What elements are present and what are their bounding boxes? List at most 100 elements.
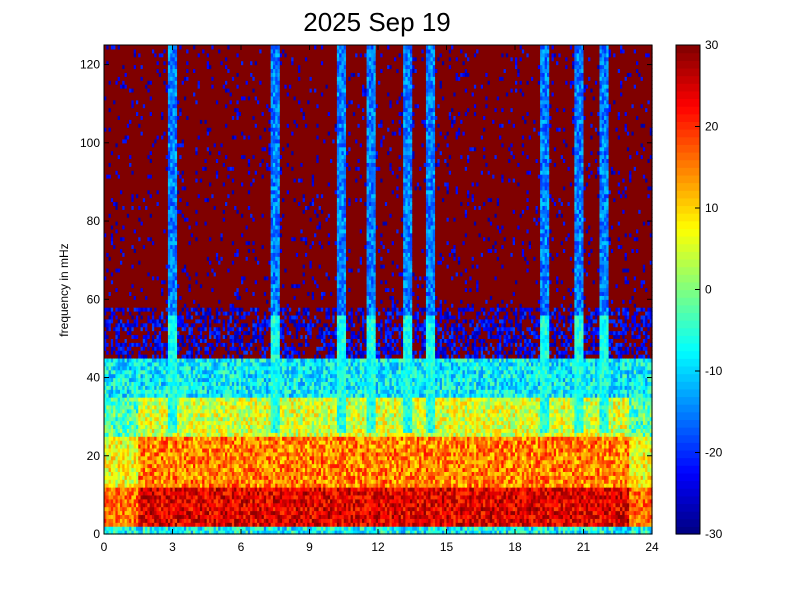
heatmap-cell — [149, 217, 153, 222]
heatmap-cell — [138, 502, 142, 508]
heatmap-cell — [106, 91, 110, 97]
heatmap-cell — [131, 283, 135, 289]
heatmap-cell — [108, 240, 112, 246]
heatmap-cell — [106, 178, 110, 183]
heatmap-cell — [142, 119, 146, 124]
heatmap-cell — [119, 483, 123, 488]
heatmap-cell — [119, 420, 123, 426]
heatmap-cell — [119, 510, 123, 516]
heatmap-cell — [110, 365, 114, 371]
heatmap-cell — [122, 88, 126, 93]
heatmap-cell — [135, 123, 139, 128]
heatmap-cell — [131, 134, 135, 140]
heatmap-cell — [122, 338, 126, 343]
heatmap-cell — [122, 494, 126, 500]
heatmap-cell — [129, 213, 132, 218]
heatmap-cell — [145, 350, 148, 355]
heatmap-cell — [108, 142, 112, 148]
heatmap-cell — [106, 365, 110, 371]
heatmap-cell — [140, 103, 144, 109]
heatmap-cell — [115, 404, 119, 410]
heatmap-cell — [119, 326, 123, 332]
heatmap-cell — [135, 490, 139, 496]
heatmap-cell — [108, 60, 112, 66]
heatmap-cell — [147, 287, 151, 293]
heatmap-cell — [140, 224, 144, 230]
heatmap-cell — [145, 88, 148, 93]
heatmap-cell — [145, 498, 148, 504]
heatmap-cell — [140, 205, 144, 210]
heatmap-cell — [142, 334, 146, 339]
heatmap-cell — [140, 526, 144, 531]
heatmap-cell — [110, 119, 114, 124]
heatmap-cell — [133, 189, 137, 195]
heatmap-cell — [108, 76, 112, 81]
heatmap-cell — [151, 299, 155, 304]
heatmap-cell — [104, 256, 107, 261]
heatmap-cell — [106, 455, 110, 461]
heatmap-cell — [151, 463, 155, 469]
heatmap-cell — [147, 119, 151, 124]
heatmap-cell — [147, 267, 151, 273]
heatmap-cell — [140, 95, 144, 101]
heatmap-cell — [151, 283, 155, 289]
heatmap-cell — [113, 68, 117, 73]
heatmap-cell — [135, 45, 139, 50]
heatmap-cell — [115, 107, 119, 113]
heatmap-cell — [124, 487, 128, 492]
heatmap-cell — [115, 334, 119, 339]
heatmap-cell — [126, 287, 130, 293]
heatmap-cell — [119, 127, 123, 132]
heatmap-cell — [115, 158, 119, 163]
heatmap-cell — [135, 248, 139, 253]
heatmap-cell — [140, 271, 144, 277]
heatmap-cell — [147, 397, 151, 402]
heatmap-cell — [117, 444, 121, 449]
heatmap-cell — [113, 174, 117, 179]
heatmap-cell — [104, 346, 107, 351]
heatmap-cell — [154, 354, 158, 359]
heatmap-cell — [122, 232, 126, 238]
heatmap-cell — [108, 279, 112, 285]
heatmap-cell — [149, 88, 153, 93]
heatmap-cell — [149, 260, 153, 265]
heatmap-cell — [110, 459, 114, 465]
heatmap-cell — [117, 244, 121, 250]
heatmap-cell — [142, 357, 146, 363]
heatmap-cell — [151, 498, 155, 504]
heatmap-cell — [138, 365, 142, 371]
heatmap-cell — [106, 490, 110, 496]
heatmap-cell — [117, 275, 121, 281]
heatmap-cell — [149, 479, 153, 484]
heatmap-cell — [119, 397, 123, 402]
heatmap-cell — [151, 490, 155, 496]
heatmap-cell — [124, 307, 128, 312]
heatmap-cell — [133, 334, 137, 339]
heatmap-cell — [110, 146, 114, 152]
heatmap-cell — [131, 338, 135, 343]
heatmap-cell — [106, 127, 110, 132]
heatmap-cell — [124, 48, 128, 54]
heatmap-cell — [106, 232, 110, 238]
heatmap-cell — [154, 400, 158, 406]
heatmap-cell — [142, 369, 146, 375]
heatmap-cell — [110, 72, 114, 77]
heatmap-cell — [126, 459, 130, 465]
heatmap-cell — [142, 240, 146, 246]
heatmap-cell — [154, 467, 158, 473]
heatmap-cell — [149, 412, 153, 418]
heatmap-cell — [106, 201, 110, 206]
heatmap-cell — [145, 181, 148, 187]
heatmap-cell — [147, 506, 151, 512]
heatmap-cell — [124, 228, 128, 234]
heatmap-cell — [124, 170, 128, 175]
heatmap-cell — [119, 142, 123, 148]
heatmap-cell — [131, 115, 135, 120]
heatmap-cell — [129, 131, 132, 136]
heatmap-cell — [145, 115, 148, 120]
heatmap-cell — [113, 447, 117, 453]
heatmap-cell — [140, 72, 144, 77]
heatmap-cell — [149, 334, 153, 339]
heatmap-cell — [115, 99, 119, 105]
heatmap-cell — [115, 166, 119, 171]
